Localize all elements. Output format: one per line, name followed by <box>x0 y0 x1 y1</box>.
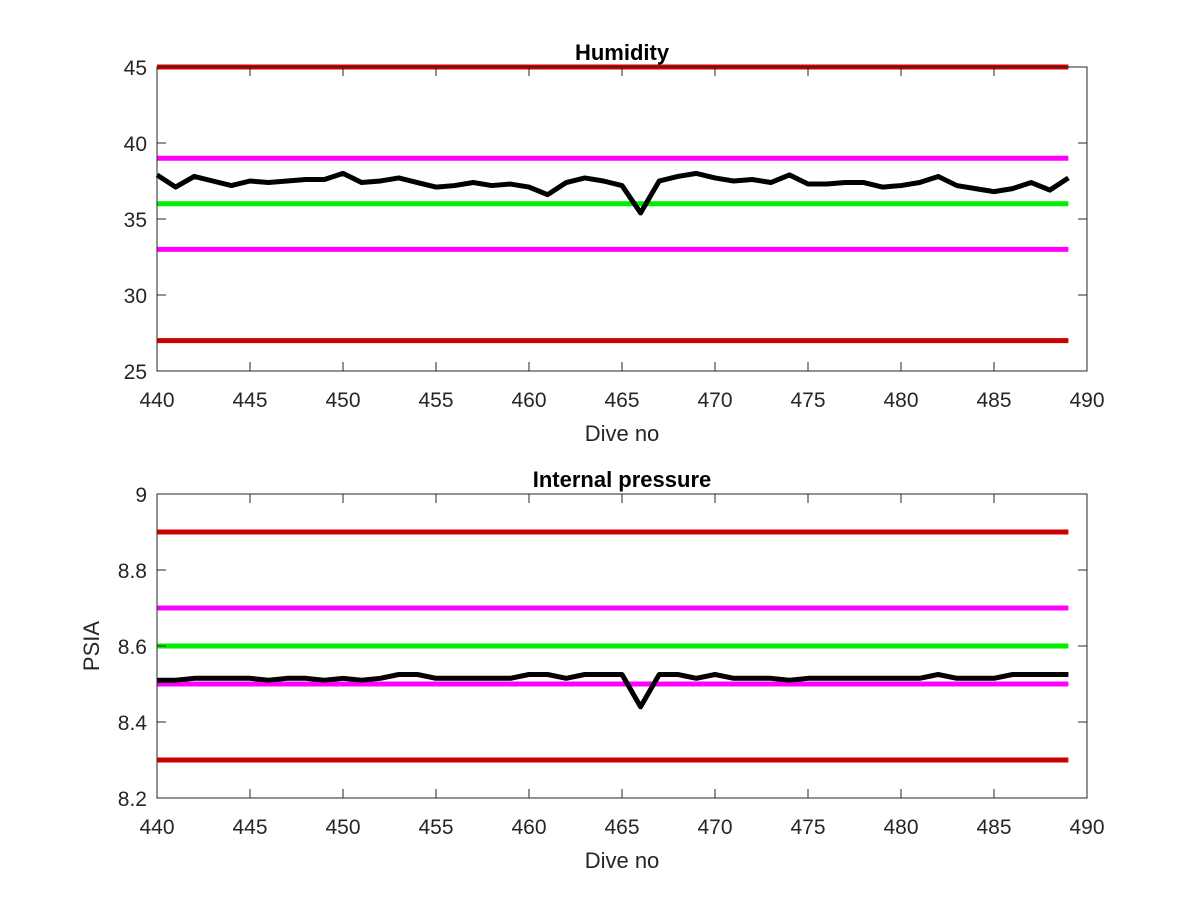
y-tick-label: 35 <box>124 209 147 232</box>
subplot-2: 440 445 450 455 460 465 470 475 480 485 490 8.2 8.4 8… <box>79 467 1105 873</box>
y-tick-label: 8.6 <box>118 636 147 659</box>
x-tick-label: 485 <box>976 389 1011 412</box>
x-tick-label: 445 <box>232 816 267 839</box>
x-tick-label: 440 <box>139 389 174 412</box>
x-tick-label: 455 <box>418 389 453 412</box>
series-line <box>157 672 1069 710</box>
x-tick-label: 490 <box>1069 389 1104 412</box>
x-axis-label: Dive no <box>585 421 660 446</box>
x-tick-label: 490 <box>1069 816 1104 839</box>
x-tick-label: 470 <box>697 816 732 839</box>
plot-area <box>157 67 1087 371</box>
x-axis-label: Dive no <box>585 848 660 873</box>
x-tick-label: 475 <box>790 816 825 839</box>
x-tick-label: 465 <box>604 389 639 412</box>
y-tick-label: 9 <box>135 484 147 507</box>
y-tick-label: 30 <box>124 285 147 308</box>
x-tick-label: 460 <box>511 816 546 839</box>
x-tick-label: 470 <box>697 389 732 412</box>
x-tick-label: 460 <box>511 389 546 412</box>
x-tick-label: 480 <box>883 816 918 839</box>
chart-title: Humidity <box>575 40 670 65</box>
series-line <box>155 170 1070 216</box>
y-tick-label: 40 <box>124 133 147 156</box>
chart-title: Internal pressure <box>533 467 712 492</box>
y-tick-label: 8.8 <box>118 560 147 583</box>
x-tick-label: 440 <box>139 816 174 839</box>
y-tick-label: 45 <box>124 57 147 80</box>
y-axis-label: PSIA <box>79 621 104 671</box>
x-tick-label: 465 <box>604 816 639 839</box>
subplot-1: 440 445 450 455 460 465 470 475 480 485 490 25 30 35 4… <box>124 40 1105 446</box>
y-tick-label: 8.4 <box>118 712 148 735</box>
y-tick-label: 25 <box>124 361 147 384</box>
x-tick-label: 445 <box>232 389 267 412</box>
x-tick-label: 450 <box>325 816 360 839</box>
x-tick-label: 485 <box>976 816 1011 839</box>
x-tick-label: 450 <box>325 389 360 412</box>
y-tick-label: 8.2 <box>118 788 147 811</box>
x-tick-label: 475 <box>790 389 825 412</box>
x-tick-label: 480 <box>883 389 918 412</box>
x-tick-label: 455 <box>418 816 453 839</box>
